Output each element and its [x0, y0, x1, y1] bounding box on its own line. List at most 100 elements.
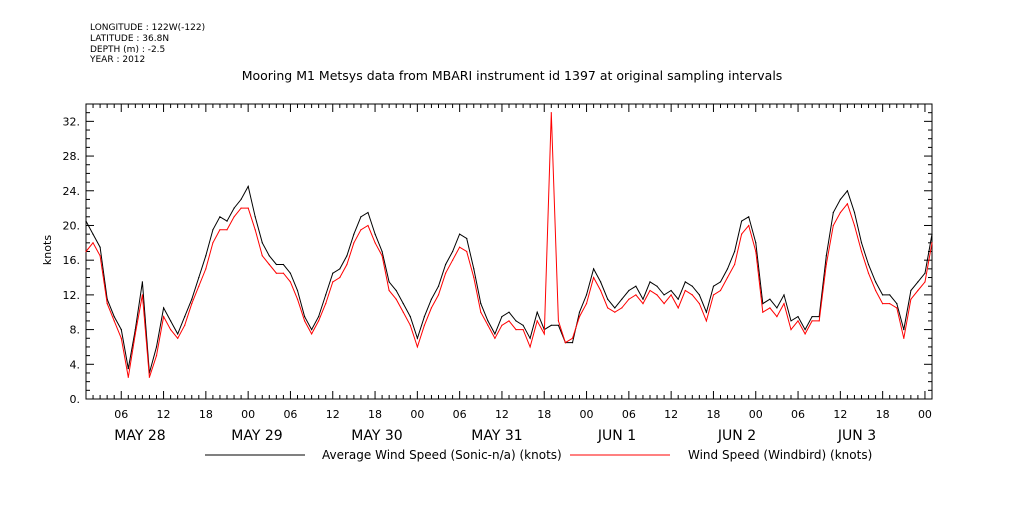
y-tick-label: 4. [70, 358, 81, 371]
point-average-wind-speed [811, 316, 813, 318]
legend-label-average: Average Wind Speed (Sonic-n/a) (knots) [322, 448, 562, 462]
point-average-wind-speed [395, 289, 397, 292]
point-average-wind-speed [903, 329, 905, 331]
point-windbird-wind-speed [120, 337, 122, 339]
point-average-wind-speed [839, 198, 842, 200]
y-tick-label: 28. [63, 150, 81, 163]
point-average-wind-speed [289, 272, 291, 274]
point-windbird-wind-speed [360, 229, 362, 231]
y-tick-label: 0. [70, 393, 81, 406]
point-average-wind-speed [113, 316, 115, 318]
day-label: MAY 30 [351, 428, 402, 444]
point-average-wind-speed [85, 220, 87, 222]
point-windbird-wind-speed [607, 307, 609, 309]
point-average-wind-speed [282, 263, 284, 266]
point-windbird-wind-speed [755, 250, 757, 253]
point-windbird-wind-speed [311, 333, 313, 335]
point-average-wind-speed [430, 298, 432, 300]
point-windbird-wind-speed [304, 320, 306, 322]
point-average-wind-speed [578, 311, 581, 313]
point-average-wind-speed [719, 281, 722, 283]
point-windbird-wind-speed [903, 337, 905, 339]
point-average-wind-speed [614, 307, 616, 309]
point-windbird-wind-speed [423, 324, 425, 326]
point-windbird-wind-speed [867, 272, 870, 274]
point-windbird-wind-speed [670, 294, 672, 296]
point-windbird-wind-speed [141, 294, 143, 296]
point-average-wind-speed [635, 285, 637, 287]
series-windbird-wind-speed [85, 112, 933, 378]
point-windbird-wind-speed [445, 272, 447, 274]
point-average-wind-speed [339, 268, 341, 270]
point-average-wind-speed [275, 263, 277, 266]
point-average-wind-speed [508, 311, 510, 313]
day-label: MAY 28 [114, 428, 165, 444]
point-windbird-wind-speed [677, 307, 679, 309]
point-average-wind-speed [804, 329, 806, 331]
y-tick-label: 32. [63, 115, 81, 128]
point-windbird-wind-speed [346, 263, 348, 266]
point-average-wind-speed [783, 294, 785, 296]
point-windbird-wind-speed [318, 320, 320, 322]
point-windbird-wind-speed [437, 294, 440, 296]
point-windbird-wind-speed [85, 250, 87, 253]
point-windbird-wind-speed [860, 250, 863, 253]
x-tick-label: 06 [622, 408, 636, 421]
point-average-wind-speed [670, 289, 672, 292]
point-windbird-wind-speed [889, 303, 891, 305]
point-windbird-wind-speed [155, 355, 158, 357]
x-tick-label: 12 [157, 408, 171, 421]
point-windbird-wind-speed [430, 307, 432, 309]
point-windbird-wind-speed [571, 337, 574, 339]
point-average-wind-speed [311, 329, 313, 331]
point-average-wind-speed [360, 216, 362, 218]
point-average-wind-speed [860, 242, 863, 244]
x-tick-label: 18 [199, 408, 213, 421]
x-tick-label: 06 [283, 408, 297, 421]
point-average-wind-speed [494, 333, 496, 335]
point-average-wind-speed [557, 324, 560, 326]
point-average-wind-speed [388, 281, 390, 283]
point-windbird-wind-speed [557, 320, 560, 322]
point-average-wind-speed [177, 333, 179, 335]
point-windbird-wind-speed [99, 255, 101, 257]
y-axis-label: knots [41, 235, 54, 265]
point-windbird-wind-speed [473, 276, 475, 279]
x-tick-label: 06 [453, 408, 467, 421]
point-windbird-wind-speed [853, 224, 856, 227]
point-average-wind-speed [607, 298, 609, 300]
point-average-wind-speed [755, 242, 757, 244]
point-average-wind-speed [705, 311, 708, 313]
point-windbird-wind-speed [409, 324, 411, 326]
meta-longitude: LONGITUDE : 122W(-122) [90, 23, 205, 33]
point-average-wind-speed [381, 250, 383, 253]
point-windbird-wind-speed [184, 324, 186, 326]
point-windbird-wind-speed [762, 311, 764, 313]
point-average-wind-speed [480, 303, 482, 305]
meta-latitude: LATITUDE : 36.8N [90, 34, 169, 44]
point-average-wind-speed [141, 281, 143, 283]
point-windbird-wind-speed [416, 346, 418, 348]
point-average-wind-speed [487, 320, 489, 322]
x-tick-label: 06 [791, 408, 805, 421]
point-windbird-wind-speed [621, 307, 623, 309]
metadata-block: LONGITUDE : 122W(-122) LATITUDE : 36.8N … [89, 23, 205, 65]
point-windbird-wind-speed [910, 298, 912, 300]
point-windbird-wind-speed [163, 316, 165, 318]
point-average-wind-speed [247, 185, 249, 187]
point-windbird-wind-speed [127, 376, 129, 378]
legend-label-windbird: Wind Speed (Windbird) (knots) [688, 448, 872, 462]
point-windbird-wind-speed [170, 329, 172, 331]
point-windbird-wind-speed [875, 289, 877, 292]
point-windbird-wind-speed [896, 307, 898, 309]
point-average-wind-speed [127, 368, 129, 370]
point-average-wind-speed [445, 263, 447, 266]
point-average-wind-speed [374, 233, 376, 235]
point-average-wind-speed [120, 329, 122, 331]
point-windbird-wind-speed [642, 303, 644, 305]
point-average-wind-speed [353, 233, 355, 235]
point-average-wind-speed [304, 316, 306, 318]
point-windbird-wind-speed [367, 224, 369, 227]
x-tick-label: 00 [580, 408, 594, 421]
point-windbird-wind-speed [282, 272, 284, 274]
